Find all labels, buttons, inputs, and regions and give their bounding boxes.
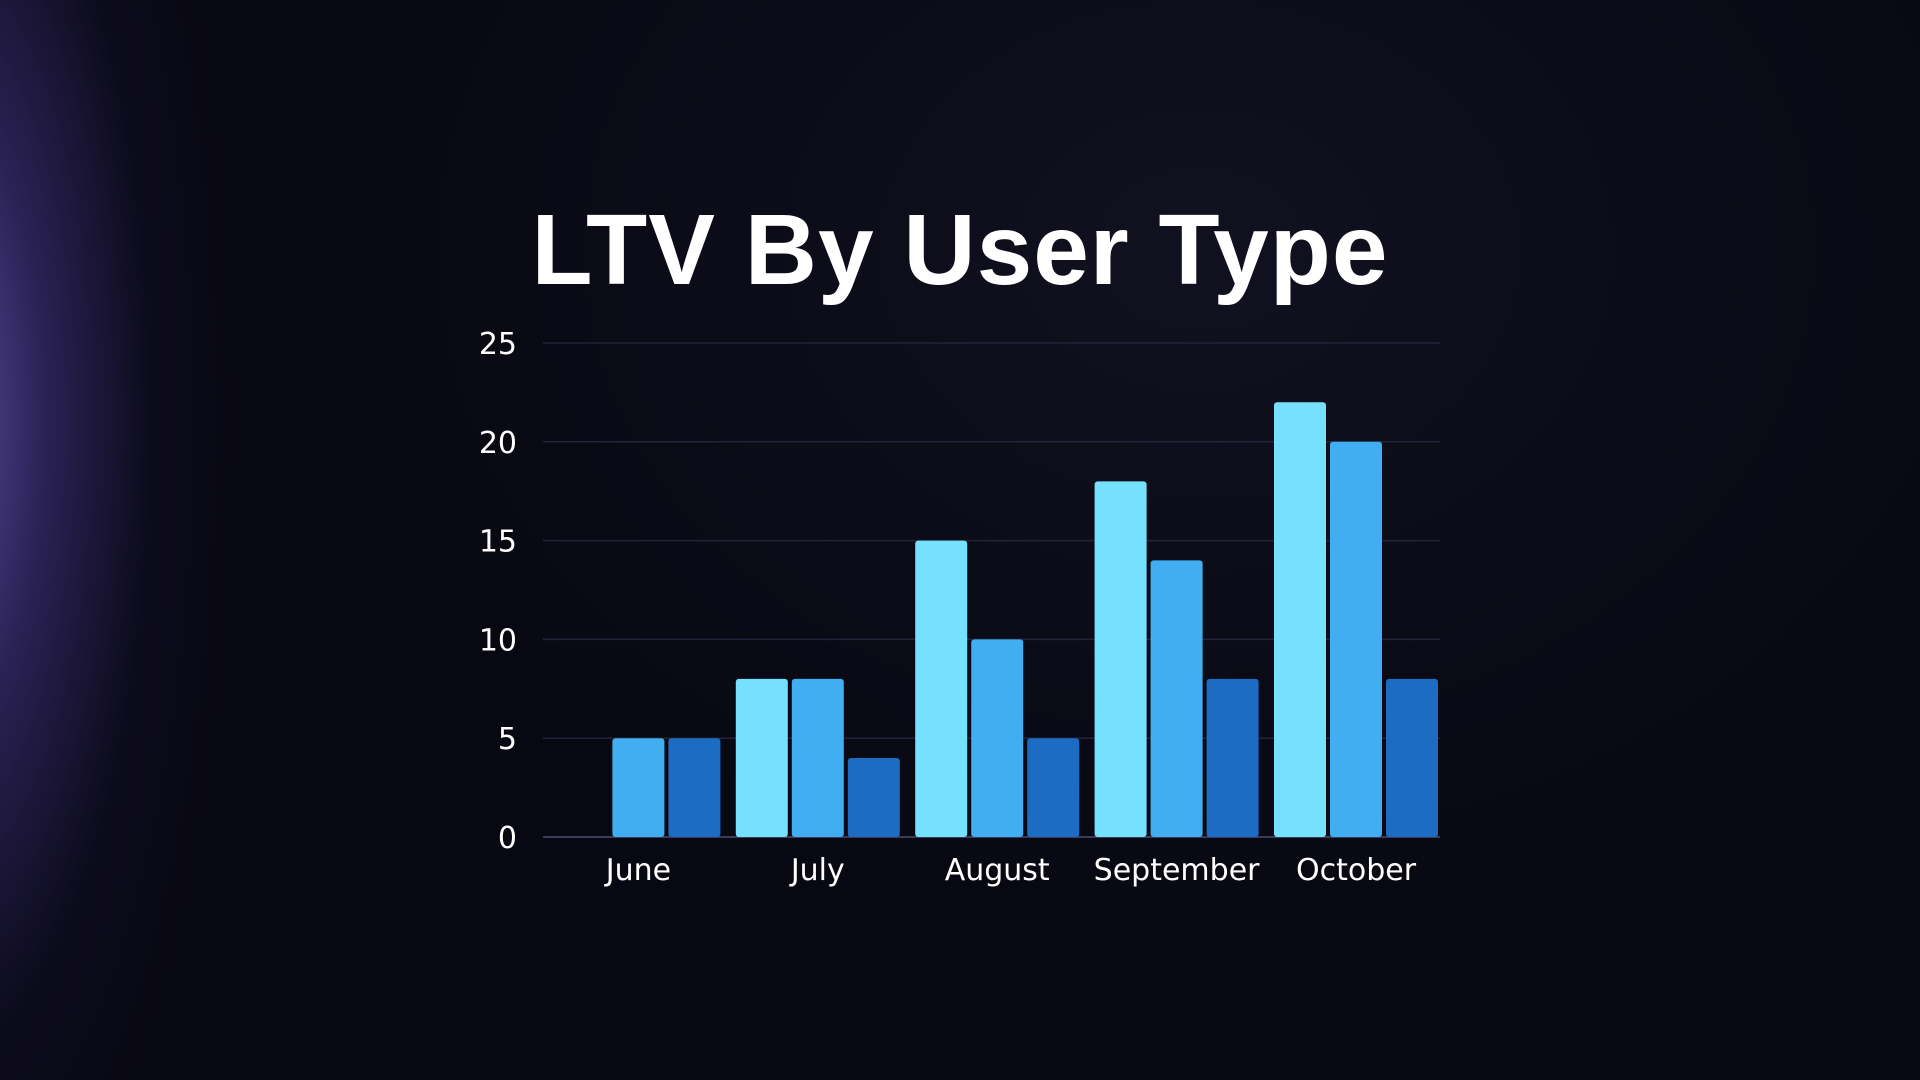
bar-august-series-3 xyxy=(1027,738,1080,837)
y-tick-label: 25 xyxy=(479,327,517,362)
chart-title: LTV By User Type xyxy=(531,194,1389,306)
y-tick-label: 15 xyxy=(479,525,517,560)
y-tick-label: 5 xyxy=(498,722,517,757)
bar-june-series-2 xyxy=(612,738,665,837)
bar-july-series-3 xyxy=(847,757,900,837)
x-category-label: October xyxy=(1296,853,1417,888)
bar-july-series-2 xyxy=(791,678,844,837)
y-tick-label: 20 xyxy=(479,426,517,461)
bar-october-series-1 xyxy=(1274,402,1326,837)
bar-july-series-1 xyxy=(735,678,788,837)
x-category-label: July xyxy=(789,853,845,888)
bar-september-series-1 xyxy=(1094,481,1147,837)
x-category-label: September xyxy=(1094,853,1260,888)
x-category-label: August xyxy=(945,853,1050,888)
x-category-label: June xyxy=(604,853,671,888)
bar-august-series-2 xyxy=(971,639,1024,837)
y-tick-label: 0 xyxy=(498,821,517,856)
y-tick-label: 10 xyxy=(479,623,517,658)
bar-september-series-2 xyxy=(1150,560,1203,837)
bar-june-series-3 xyxy=(668,738,721,837)
bar-august-series-1 xyxy=(915,540,968,837)
bar-october-series-3 xyxy=(1386,678,1438,837)
bar-october-series-2 xyxy=(1330,441,1382,837)
bar-september-series-3 xyxy=(1206,678,1259,837)
